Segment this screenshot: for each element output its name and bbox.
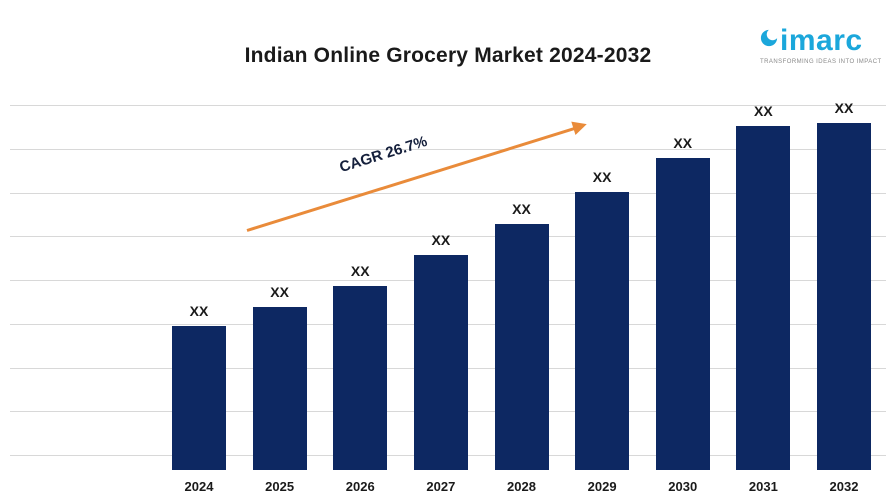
x-axis-label: 2031 — [748, 478, 778, 494]
chart-title: Indian Online Grocery Market 2024-2032 — [244, 44, 652, 67]
x-axis-label: 2029 — [587, 478, 617, 494]
bar-group-2028: XX 2028 — [494, 201, 549, 496]
bar-value-label: XX — [431, 232, 451, 248]
gridline — [10, 192, 886, 194]
bar — [172, 326, 226, 470]
bar-group-2025: XX 2025 — [252, 284, 307, 496]
bar — [575, 192, 630, 470]
bar — [655, 158, 710, 470]
bar-value-label: XX — [754, 103, 773, 119]
gridline — [10, 105, 886, 106]
gridline — [10, 148, 886, 150]
x-axis-label: 2032 — [829, 478, 859, 494]
bar — [817, 123, 871, 470]
bar — [736, 126, 791, 470]
x-axis-label: 2024 — [184, 478, 214, 494]
bar — [413, 255, 468, 470]
logo-crescent-icon — [760, 28, 779, 52]
x-axis-label: 2027 — [426, 478, 456, 494]
bar — [494, 224, 549, 470]
x-axis-label: 2025 — [265, 478, 295, 494]
bar-group-2026: XX 2026 — [333, 263, 388, 496]
bar-group-2030: XX 2030 — [655, 135, 710, 496]
bar-group-2031: XX 2031 — [736, 103, 791, 496]
bar-group-2029: XX 2029 — [575, 169, 630, 496]
bar-value-label: XX — [350, 263, 370, 279]
bar — [252, 307, 307, 470]
bars: XX 2024 XX 2025 XX 2026 XX 2027 XX 2028 XX 2029 XX 20… — [172, 100, 871, 496]
logo-wordmark: imarc — [780, 24, 863, 57]
logo-tagline: TRANSFORMING IDEAS INTO IMPACT — [760, 59, 882, 65]
bar-value-label: XX — [512, 201, 531, 217]
x-axis-label: 2026 — [345, 478, 375, 494]
bar-group-2032: XX 2032 — [817, 100, 871, 496]
bar-value-label: XX — [270, 284, 289, 300]
bar-value-label: XX — [834, 100, 854, 116]
bar — [333, 286, 388, 470]
x-axis-label: 2028 — [507, 478, 536, 494]
bar-value-label: XX — [673, 135, 693, 151]
x-axis-label: 2030 — [668, 478, 698, 494]
bar-group-2024: XX 2024 — [172, 303, 226, 496]
bar-value-label: XX — [592, 169, 612, 185]
bar-value-label: XX — [189, 303, 209, 319]
bar-group-2027: XX 2027 — [413, 232, 468, 496]
imarc-logo: imarc TRANSFORMING IDEAS INTO IMPACT — [760, 26, 882, 66]
logo-row: imarc — [760, 26, 878, 56]
gridline — [10, 236, 886, 238]
